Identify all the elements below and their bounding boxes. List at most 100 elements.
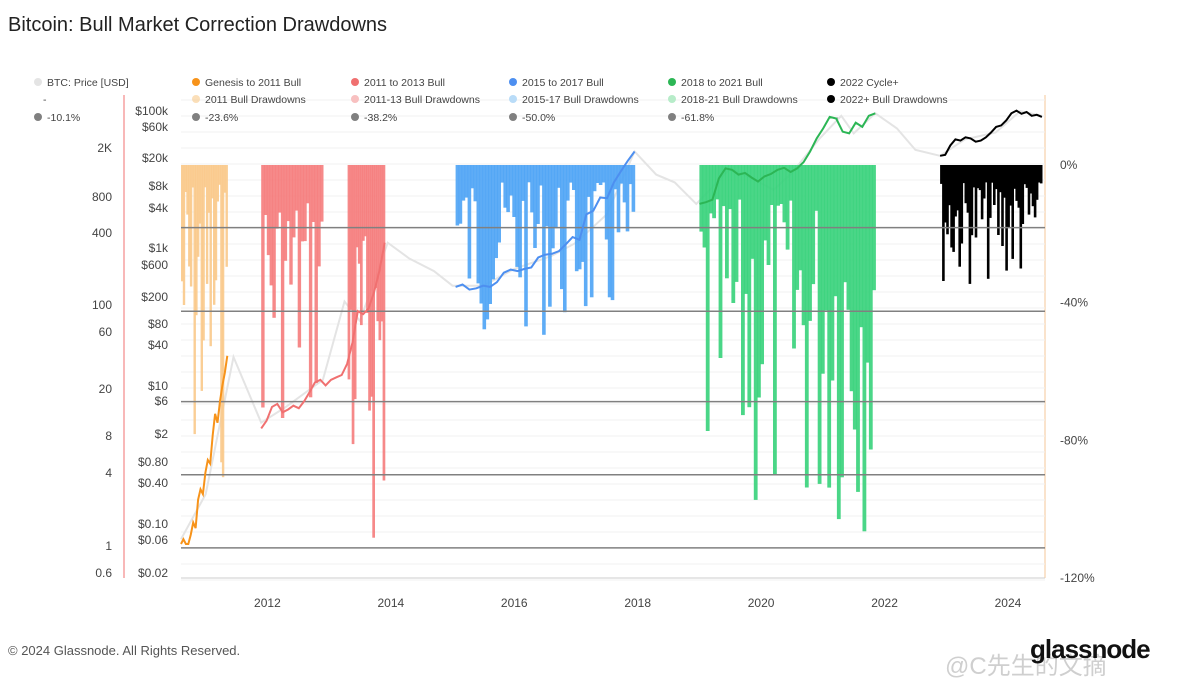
cycle-series [180, 109, 1043, 545]
drawdown-bar [366, 165, 369, 313]
drawdown-bar [479, 165, 484, 304]
drawdown-bar [482, 165, 487, 330]
glassnode-logo: glassnode [1030, 634, 1151, 664]
drawdown-bar [613, 165, 618, 190]
drawdown-bar [577, 165, 582, 270]
drawdown-bar [846, 165, 851, 310]
drawdown-bar [580, 165, 585, 262]
drawdown-bar [699, 165, 704, 232]
legend-label: -61.8% [681, 112, 714, 124]
drawdown-bar [865, 165, 870, 363]
drawdown-bar [221, 165, 225, 478]
drawdown-bar [702, 165, 707, 248]
legend-dot [668, 113, 676, 121]
series-line [699, 112, 876, 205]
legend-dot [34, 78, 42, 86]
series-line [455, 150, 636, 291]
drawdown-bar [1039, 165, 1043, 184]
legend-label: -38.2% [364, 112, 397, 124]
drawdown-bar [721, 165, 726, 207]
drawdown-bar [982, 165, 986, 199]
drawdown-bar [220, 165, 223, 463]
y-inner-tick-label: $1k [149, 241, 169, 255]
drawdown-bar [589, 165, 594, 298]
drawdown-bar [264, 165, 268, 215]
drawdown-bar [476, 165, 481, 284]
drawdown-bar [1027, 165, 1031, 215]
legend-dot [509, 113, 517, 121]
drawdown-bar [986, 165, 990, 279]
y-inner-tick-label: $40 [148, 338, 168, 352]
legend-dot [668, 78, 676, 86]
drawdown-bar [542, 165, 546, 335]
drawdown-bar [214, 165, 218, 281]
drawdown-bar [300, 165, 304, 242]
y-inner-tick-label: $100k [135, 104, 169, 118]
drawdown-bar [583, 165, 588, 307]
legend-dot [509, 78, 517, 86]
legend-dot [509, 95, 517, 103]
legend-dot [351, 113, 359, 121]
drawdown-bar [355, 165, 359, 248]
y-left-tick-label: 4 [105, 466, 112, 480]
drawdown-bar [205, 165, 209, 284]
y-inner-tick-label: $20k [142, 151, 169, 165]
drawdown-bar [545, 165, 549, 227]
drawdown-bar [569, 165, 573, 183]
legend-label: 2015-17 Bull Drawdowns [522, 94, 639, 106]
drawdown-bars [181, 165, 1043, 538]
legend-label: 2011 to 2013 Bull [364, 77, 445, 89]
drawdown-bar [512, 165, 516, 217]
drawdown-bar [182, 165, 186, 305]
drawdown-bar [218, 165, 221, 185]
drawdown-bar [458, 165, 463, 224]
drawdown-bar [209, 165, 212, 347]
drawdown-bar [776, 165, 780, 206]
drawdown-bar [801, 165, 806, 326]
drawdown-bar [604, 165, 609, 240]
drawdown-bar [744, 165, 748, 294]
drawdown-bar [592, 165, 597, 192]
drawdown-bar [737, 165, 742, 200]
legend-label: -10.1% [47, 112, 80, 124]
x-tick-label: 2024 [995, 596, 1022, 610]
y-inner-tick-label: $60k [142, 120, 169, 134]
drawdown-bar [380, 165, 384, 322]
drawdown-bar [709, 165, 713, 214]
legend-label: 2011-13 Bull Drawdowns [364, 94, 480, 106]
drawdown-bar [461, 165, 466, 201]
legend-dot [192, 113, 200, 121]
drawdown-bar [950, 165, 953, 248]
drawdown-bar [763, 165, 768, 241]
drawdown-bar [728, 165, 732, 210]
drawdown-bar [766, 165, 771, 265]
y-left-tick-label: 800 [92, 190, 112, 204]
drawdown-bar [186, 165, 189, 215]
watermark-text: @C先生的文摘 [945, 653, 1107, 680]
drawdown-bar [200, 165, 203, 391]
drawdown-bar [942, 165, 945, 281]
drawdown-bar [283, 165, 288, 261]
drawdown-bar [530, 165, 534, 213]
drawdown-bar [993, 165, 996, 205]
drawdown-bar [718, 165, 723, 358]
series-line [260, 242, 386, 429]
y-left-tick-label: 8 [105, 429, 112, 443]
drawdown-bar [956, 165, 959, 211]
y-right-tick-label: -120% [1060, 571, 1095, 585]
drawdown-bar [760, 165, 764, 365]
x-tick-label: 2016 [501, 596, 528, 610]
legend[interactable]: BTC: Price [USD] Genesis to 2011 Bull 2011… [34, 77, 948, 124]
drawdown-bar [184, 165, 187, 192]
drawdown-bar [347, 165, 351, 380]
series-line [180, 355, 229, 545]
drawdown-bar [773, 165, 777, 475]
drawdown-bar [1003, 165, 1006, 198]
drawdown-bar [946, 165, 949, 235]
legend-dot [34, 113, 42, 121]
y-left-tick-label: 2K [97, 141, 112, 155]
drawdown-bar [272, 165, 276, 318]
drawdown-bar [840, 165, 844, 478]
drawdown-bar [1015, 165, 1018, 201]
x-tick-label: 2020 [748, 596, 775, 610]
